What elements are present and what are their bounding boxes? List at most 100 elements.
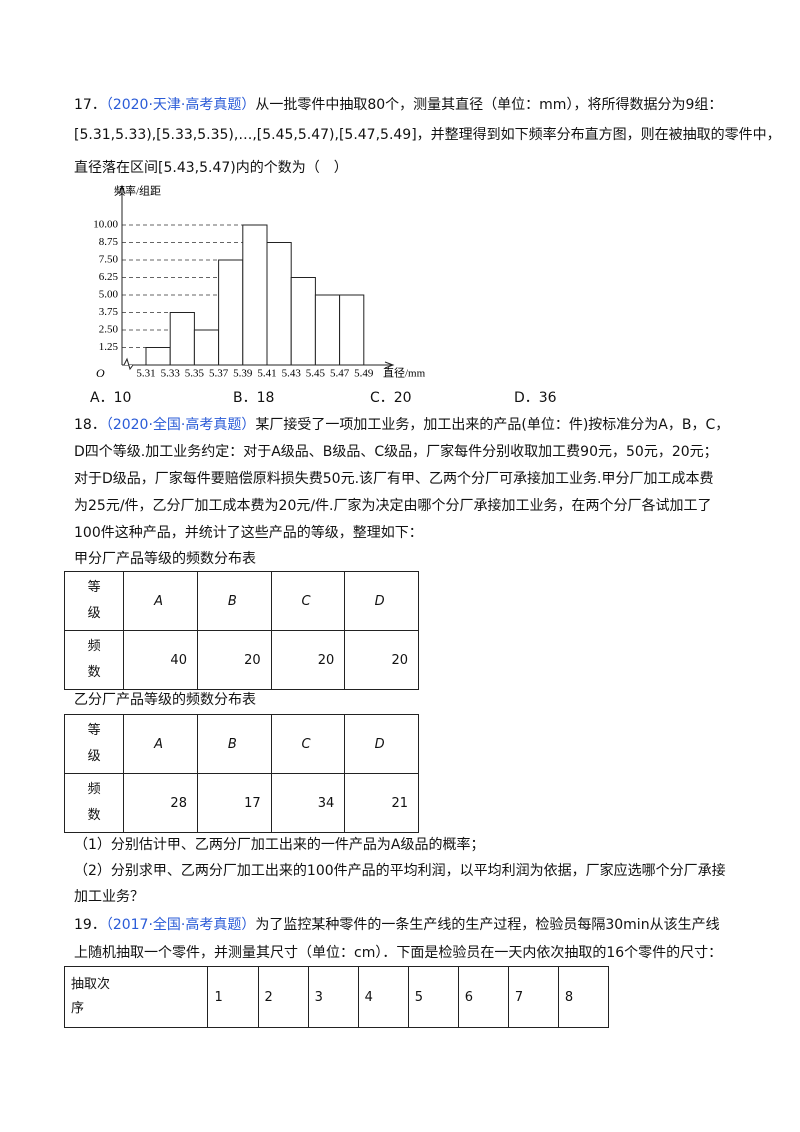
- question-line: 19．（2017·全国·高考真题）为了监控某种零件的一条生产线的生产过程，检验员…: [74, 915, 720, 935]
- table-cell: 3: [307, 966, 359, 1028]
- table-cell: 抽取次序: [63, 966, 209, 1028]
- table-cell: C: [270, 571, 346, 631]
- x-tick-label: 5.37: [209, 368, 229, 380]
- cell-text: D: [374, 736, 385, 752]
- question-source[interactable]: （2020·全国·高考真题）: [105, 417, 256, 433]
- table-row: 抽取次序 1 2 3 4 5 6 7 8: [63, 966, 610, 1028]
- cell-text: 40: [170, 652, 187, 668]
- bar: [314, 294, 341, 366]
- table-cell: 4: [357, 966, 409, 1028]
- question-text: 某厂接受了一项加工业务，加工出来的产品(单位：件)按标准分为A，B，C，: [255, 417, 730, 433]
- y-axis-label: 频率/组距: [114, 184, 161, 198]
- table: 等级 A B C D 频数 28 17 34 21: [63, 714, 419, 833]
- cell-text: 6: [464, 989, 474, 1005]
- table-cell: 17: [196, 773, 272, 833]
- bar: [290, 277, 316, 366]
- x-tick-label: 5.31: [136, 368, 155, 380]
- question-text: 对于D级品，厂家每件要赔偿原料损失费50元.该厂有甲、乙两个分厂可承接加工业务.…: [74, 471, 714, 487]
- cell-text: 4: [364, 989, 373, 1005]
- table-cell: 1: [207, 966, 259, 1028]
- cell-text: 2: [264, 989, 273, 1005]
- x-tick-label: 5.33: [161, 368, 181, 380]
- table-cell: A: [123, 571, 198, 631]
- table-title: 甲分厂产品等级的频数分布表: [74, 551, 256, 567]
- table-row: 频数 40 20 20 20: [63, 630, 419, 690]
- table-cell: 20: [344, 630, 419, 690]
- bar: [266, 242, 292, 366]
- x-tick-label: 5.49: [354, 368, 374, 380]
- bar: [145, 347, 171, 366]
- cell-text: 等级: [87, 580, 101, 621]
- table-cell: B: [196, 571, 272, 631]
- y-tick-label: 10.00: [93, 219, 118, 231]
- question-number: 17．: [74, 97, 106, 113]
- cell-text: C: [301, 593, 311, 609]
- cell-text: 频数: [87, 782, 101, 823]
- cell-text: 34: [317, 795, 335, 811]
- question-text: 100件这种产品，并统计了这些产品的等级，整理如下：: [74, 525, 423, 541]
- table-cell: 频数: [63, 773, 125, 833]
- table-title: 乙分厂产品等级的频数分布表: [74, 692, 256, 708]
- table-cell: 21: [344, 773, 419, 833]
- question-text: 直径落在区间[5.43,5.47)内的个数为（ ）: [74, 160, 348, 176]
- table-cell: 40: [123, 630, 198, 690]
- question-line: 18．（2020·全国·高考真题）某厂接受了一项加工业务，加工出来的产品(单位：…: [74, 415, 729, 435]
- origin-label: O: [96, 366, 105, 380]
- x-tick-label: 5.47: [330, 368, 350, 380]
- y-tick-label: 3.75: [99, 306, 119, 318]
- question-number: 18．: [74, 417, 106, 433]
- x-axis-label: 直径/mm: [383, 366, 426, 380]
- table-cell: 20: [196, 630, 272, 690]
- table-cell: 5: [407, 966, 459, 1028]
- axis-break: [123, 357, 134, 371]
- table-cell: 34: [270, 773, 346, 833]
- table-cell: 等级: [63, 571, 125, 631]
- subquestion: 加工业务？: [74, 889, 144, 905]
- question-number: 19．: [74, 917, 106, 933]
- table-cell: 20: [270, 630, 346, 690]
- option: B．18: [233, 390, 275, 406]
- question-line: 17．（2020·天津·高考真题）从一批零件中抽取80个，测量其直径（单位：mm…: [74, 95, 722, 115]
- table-cell: 频数: [63, 630, 125, 690]
- cell-text: 5: [414, 989, 424, 1005]
- cell-text: A: [154, 593, 164, 609]
- table-cell: B: [196, 714, 272, 774]
- option: C．20: [370, 390, 412, 406]
- x-tick-label: 5.39: [233, 368, 253, 380]
- bar: [339, 294, 365, 366]
- y-tick-label: 7.50: [99, 254, 119, 266]
- cell-text: B: [227, 593, 237, 609]
- question-source[interactable]: （2020·天津·高考真题）: [105, 97, 256, 113]
- subquestion: （1）分别估计甲、乙两分厂加工出来的一件产品为A级品的概率；: [74, 837, 485, 853]
- table: 等级 A B C D 频数 40 20 20 20: [63, 571, 419, 690]
- option: D．36: [514, 390, 557, 406]
- table: 抽取次序 1 2 3 4 5 6 7 8: [63, 966, 610, 1028]
- cell-text: 21: [391, 795, 408, 811]
- cell-text: C: [301, 736, 311, 752]
- question-text: 从一批零件中抽取80个，测量其直径（单位：mm），将所得数据分为9组：: [255, 97, 723, 113]
- cell-text: 20: [317, 652, 335, 668]
- y-tick-label: 8.75: [99, 236, 119, 248]
- table-cell: 28: [123, 773, 198, 833]
- x-tick-label: 5.43: [282, 368, 302, 380]
- histogram: 1.25 2.50 3.75 5.00 6.25 7.50 8.75 10.00 5.31 5.3…: [93, 184, 426, 380]
- question-text: 为了监控某种零件的一条生产线的生产过程，检验员每隔30min从该生产线: [255, 917, 720, 933]
- question-source[interactable]: （2017·全国·高考真题）: [105, 917, 256, 933]
- cell-text: 抽取次序: [71, 977, 111, 1016]
- y-tick-label: 6.25: [99, 271, 119, 283]
- y-tick-label: 2.50: [99, 324, 119, 336]
- table-row: 频数 28 17 34 21: [63, 773, 419, 833]
- bar: [193, 329, 220, 366]
- subquestion: （2）分别求甲、乙两分厂加工出来的100件产品的平均利润，以平均利润为依据，厂家…: [74, 863, 726, 879]
- cell-text: 28: [170, 795, 187, 811]
- y-tick-label: 1.25: [99, 341, 119, 353]
- cell-text: A: [154, 736, 164, 752]
- cell-text: 等级: [87, 723, 101, 764]
- x-tick-label: 5.35: [185, 368, 205, 380]
- cell-text: B: [227, 736, 237, 752]
- cell-text: 17: [244, 795, 261, 811]
- x-tick-label: 5.45: [306, 368, 326, 380]
- question-text: 上随机抽取一个零件，并测量其尺寸（单位：cm）．下面是检验员在一天内依次抽取的1…: [74, 945, 723, 961]
- bar: [218, 259, 244, 366]
